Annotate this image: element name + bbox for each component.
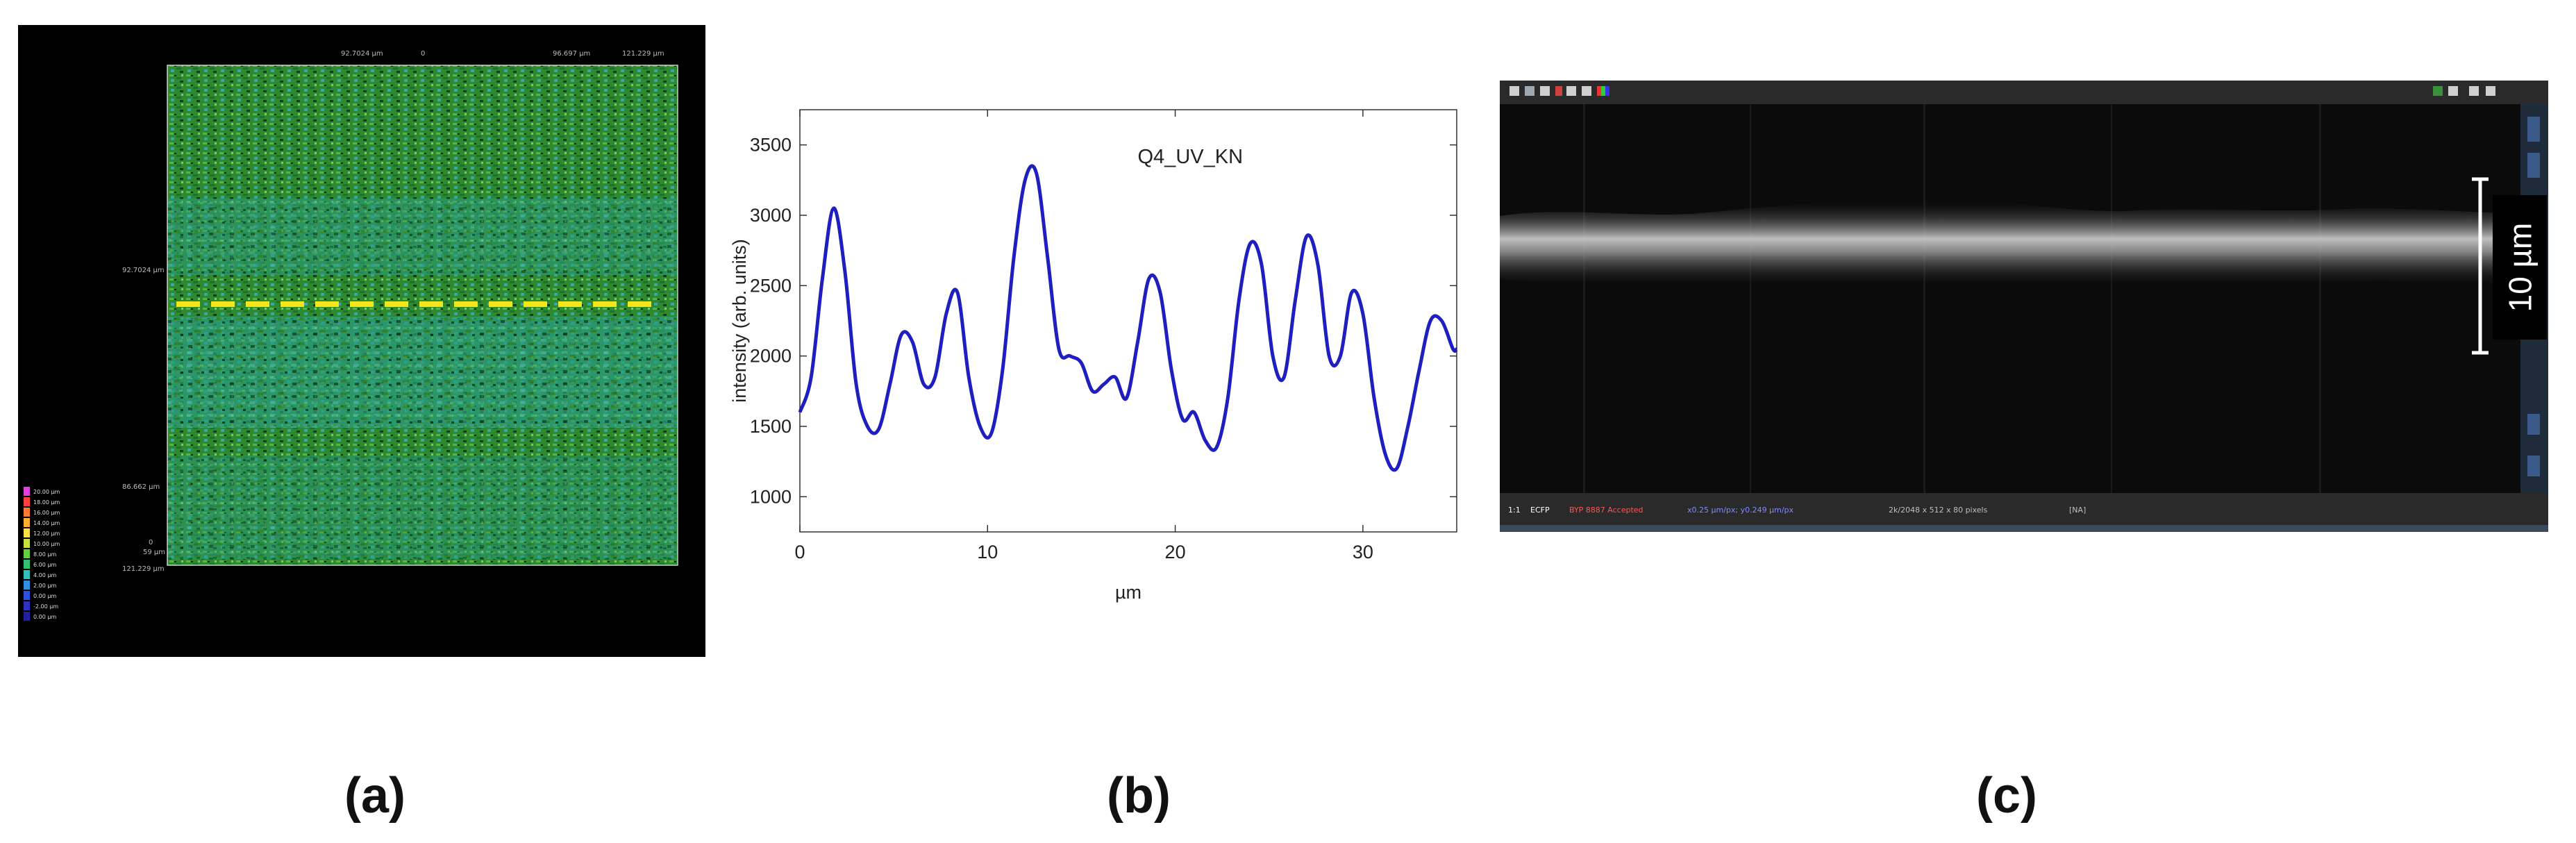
legend-swatch (24, 528, 30, 537)
intensity-profile-chart: 0 10 20 30 1000 1500 2000 2500 3000 3500 µm intensi… (722, 90, 1486, 618)
y-tick-label: 3500 (750, 135, 792, 156)
caption-b: (b) (1107, 768, 1171, 824)
x-tick-label: 10 (977, 542, 998, 562)
cross-section-panel: 1:1 ECFP BYP 8887 Accepted x0.25 µm/px; … (1500, 81, 2548, 532)
series-annotation: Q4_UV_KN (1138, 146, 1244, 168)
legend-label: 0.00 µm (33, 593, 56, 599)
legend-label: 12.00 µm (33, 531, 60, 537)
y-tick-label: 2500 (750, 275, 792, 296)
legend-label: 10.00 µm (33, 541, 60, 547)
legend-label: 0.00 µm (33, 614, 56, 620)
caption-c: (c) (1976, 768, 2037, 824)
x-tick-label: 20 (1165, 542, 1186, 562)
legend-label: 14.00 µm (33, 520, 60, 526)
x-axis-label: µm (1115, 582, 1141, 603)
axis-label: 92.7024 µm (122, 267, 165, 274)
intensity-series-line (798, 164, 1459, 472)
axis-label: 86.662 µm (122, 483, 160, 491)
y-axis-label: intensity (arb. units) (729, 239, 750, 403)
axis-label: 0 (149, 539, 153, 546)
y-tick-label: 3000 (750, 205, 792, 226)
status-extra: [NA] (2069, 506, 2086, 515)
legend-label: 20.00 µm (33, 489, 60, 495)
status-zoom: 1:1 (1508, 506, 1521, 515)
legend-swatch (24, 549, 30, 558)
legend-swatch (24, 581, 30, 590)
legend-swatch (24, 601, 30, 610)
legend-swatch (24, 612, 30, 621)
legend-swatch (24, 560, 30, 569)
x-tick-label: 30 (1353, 542, 1373, 562)
legend-label: 16.00 µm (33, 510, 60, 516)
status-info: x0.25 µm/px; y0.249 µm/px (1687, 506, 1794, 515)
legend-swatch (24, 570, 30, 579)
legend-swatch (24, 518, 30, 527)
chart-svg: 0 10 20 30 1000 1500 2000 2500 3000 3500 µm intensi… (729, 109, 1459, 603)
plot-frame (799, 109, 1457, 533)
legend-label: 18.00 µm (33, 499, 60, 506)
toolbar (1500, 81, 2548, 104)
legend-swatch (24, 508, 30, 517)
y-tick-label: 1000 (750, 486, 792, 507)
scale-bar-label: 10 µm (2493, 195, 2547, 340)
y-tick-label: 1500 (750, 416, 792, 437)
x-tick-label: 0 (794, 542, 805, 562)
axis-label: 59 µm (143, 549, 165, 556)
legend-label: 6.00 µm (33, 562, 56, 568)
axis-label: 121.229 µm (122, 565, 165, 573)
legend-label: 8.00 µm (33, 551, 56, 558)
surface-map-image: 92.7024 µm 0 96.697 µm 121.229 µm 92.702… (24, 50, 678, 621)
color-legend: 20.00 µm 18.00 µm 16.00 µm 14.00 µm 12.00 µm… (24, 487, 60, 621)
legend-label: 2.00 µm (33, 583, 56, 589)
surface-map-panel: 92.7024 µm 0 96.697 µm 121.229 µm 92.702… (18, 25, 705, 657)
y-tick-label: 2000 (750, 346, 792, 367)
legend-swatch (24, 497, 30, 506)
status-mode: BYP 8887 Accepted (1569, 506, 1644, 515)
legend-swatch (24, 487, 30, 496)
caption-a: (a) (344, 768, 405, 824)
axis-label: 96.697 µm (553, 50, 590, 58)
cross-section-image: 1:1 ECFP BYP 8887 Accepted x0.25 µm/px; … (1500, 81, 2548, 532)
bright-surface-band (1500, 199, 2520, 287)
axis-label: 0 (421, 50, 425, 58)
legend-swatch (24, 591, 30, 600)
axis-label: 121.229 µm (622, 50, 664, 58)
status-size: 2k/2048 x 512 x 80 pixels (1889, 506, 1988, 515)
toolbar-icons[interactable] (1509, 86, 2495, 96)
legend-swatch (24, 539, 30, 548)
axis-label: 92.7024 µm (341, 50, 383, 58)
legend-label: -2.00 µm (33, 603, 58, 610)
legend-label: 4.00 µm (33, 572, 56, 578)
status-channel: ECFP (1530, 506, 1550, 515)
